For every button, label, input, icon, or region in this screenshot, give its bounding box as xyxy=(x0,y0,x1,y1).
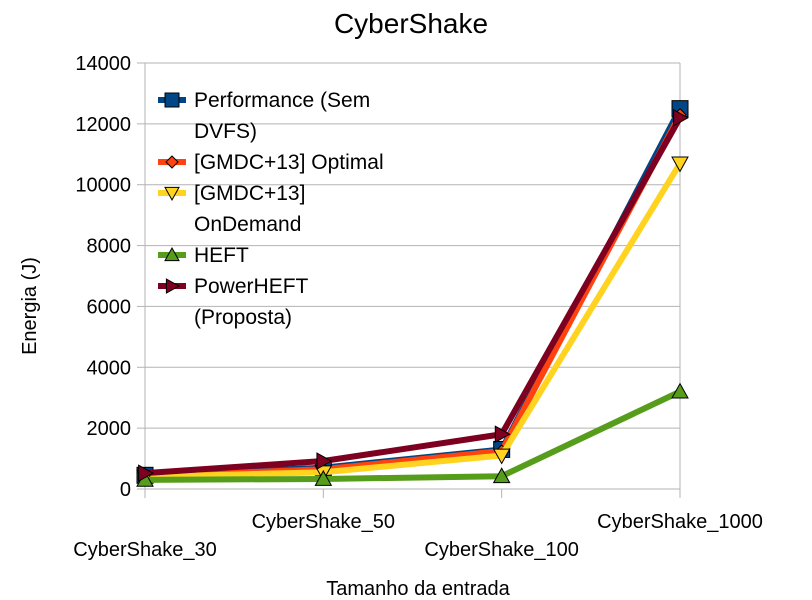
data-point xyxy=(673,108,690,127)
legend-label: [GMDC+13] xyxy=(194,182,305,205)
y-tick-label: 10000 xyxy=(75,175,131,197)
legend-item: [GMDC+13] Optimal xyxy=(158,151,384,174)
x-tick-label: CyberShake_1000 xyxy=(597,511,763,533)
data-point xyxy=(164,246,180,262)
data-point xyxy=(138,464,155,483)
y-axis-label: Energia (J) xyxy=(19,257,41,355)
x-axis-label: Tamanho da entrada xyxy=(326,578,510,600)
legend-label: [GMDC+13] Optimal xyxy=(194,151,384,174)
data-point xyxy=(494,425,511,444)
data-point xyxy=(492,448,511,465)
y-tick-label: 12000 xyxy=(75,114,131,136)
y-tick-label: 0 xyxy=(120,479,131,501)
legend-item: [GMDC+13] OnDemand xyxy=(158,182,305,236)
data-point xyxy=(165,155,179,169)
legend: Performance (Sem DVFS) [GMDC+13] Optimal [G… xyxy=(158,89,384,329)
data-point xyxy=(314,469,333,486)
data-point xyxy=(492,467,511,484)
data-point xyxy=(316,452,333,470)
x-tick-labels: CyberShake_30 CyberShake_50 CyberShake_100… xyxy=(73,511,763,561)
legend-item: PowerHEFT (Proposta) xyxy=(158,275,309,329)
data-point xyxy=(671,382,689,399)
x-tick-label: CyberShake_50 xyxy=(252,511,395,533)
chart-title: CyberShake xyxy=(334,8,488,39)
legend-label: HEFT xyxy=(194,244,249,267)
legend-label: Performance (Sem xyxy=(194,89,370,112)
series-line xyxy=(144,161,683,480)
series-5 xyxy=(138,108,690,483)
y-tick-label: 2000 xyxy=(87,418,132,440)
x-tick-label: CyberShake_100 xyxy=(424,539,579,561)
legend-item: Performance (Sem DVFS) xyxy=(158,89,370,143)
legend-item: HEFT xyxy=(158,244,249,267)
series-line xyxy=(144,388,682,483)
legend-label: OnDemand xyxy=(194,213,301,236)
series-layer xyxy=(136,100,690,487)
x-tick-label: CyberShake_30 xyxy=(73,539,216,561)
grid xyxy=(145,62,680,490)
data-point xyxy=(164,92,180,108)
series-line xyxy=(144,116,683,477)
series-4 xyxy=(136,382,689,487)
data-point xyxy=(164,186,180,202)
y-tick-label: 8000 xyxy=(87,236,132,258)
legend-label: DVFS) xyxy=(194,120,257,143)
axes xyxy=(137,62,681,498)
data-point xyxy=(165,278,181,294)
y-tick-label: 6000 xyxy=(87,296,132,318)
legend-label: (Proposta) xyxy=(194,306,292,329)
y-tick-label: 14000 xyxy=(75,53,131,75)
data-point xyxy=(671,156,689,173)
y-tick-labels: 0 2000 4000 6000 8000 10000 12000 14000 xyxy=(75,53,131,501)
legend-label: PowerHEFT xyxy=(194,275,309,298)
y-tick-label: 4000 xyxy=(87,357,132,379)
